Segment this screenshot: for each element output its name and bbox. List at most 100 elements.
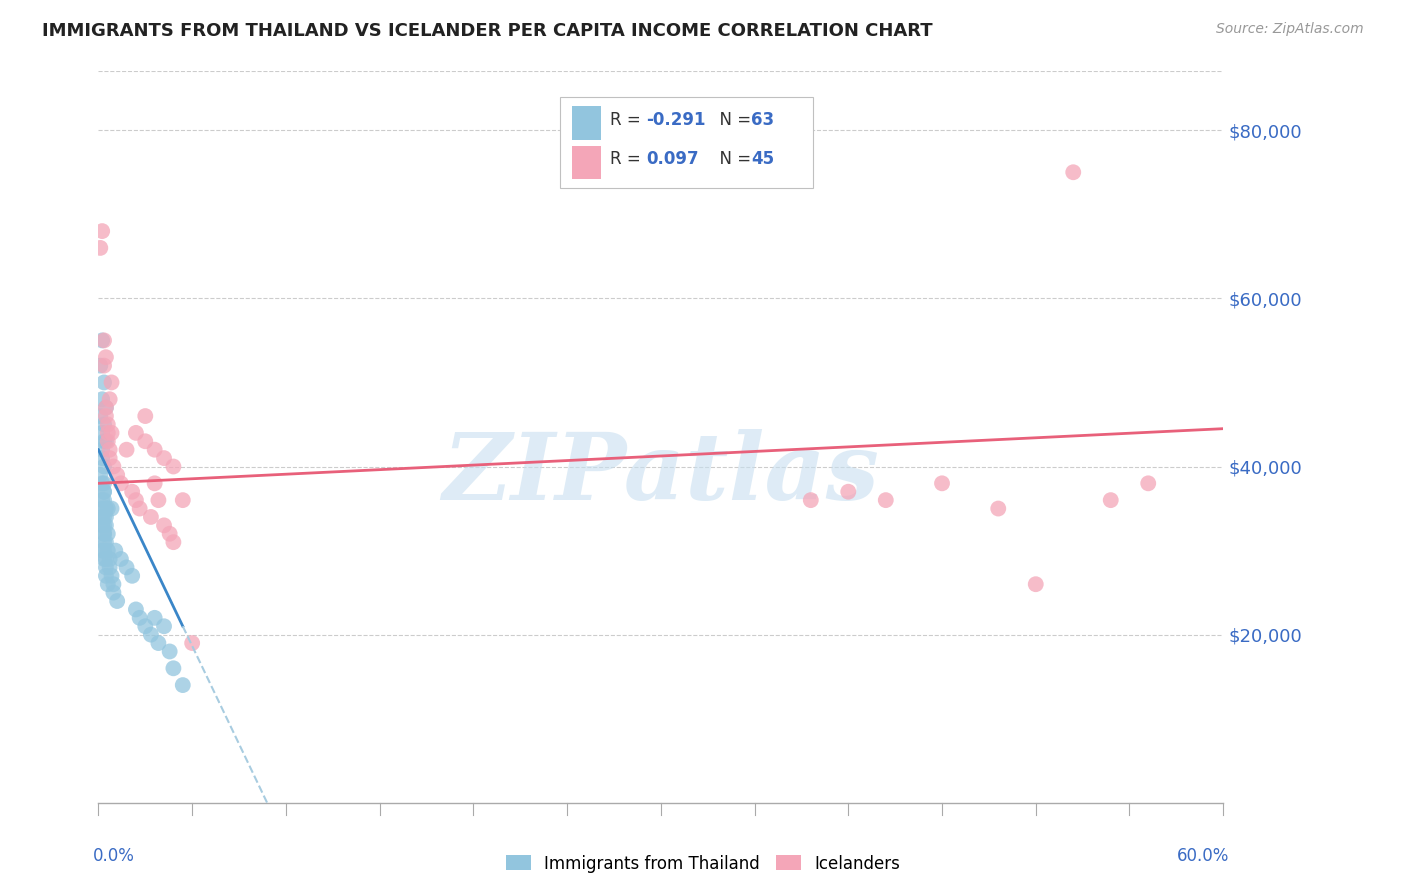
Text: N =: N = <box>709 151 756 169</box>
Point <box>125 425 148 440</box>
FancyBboxPatch shape <box>572 145 602 179</box>
Text: 60.0%: 60.0% <box>1177 847 1229 864</box>
Point <box>93 535 115 549</box>
Text: R =: R = <box>610 111 647 129</box>
Point <box>172 678 194 692</box>
Point <box>162 661 184 675</box>
Point <box>103 577 125 591</box>
Point <box>93 552 115 566</box>
Point <box>134 409 156 423</box>
Point <box>93 359 115 373</box>
FancyBboxPatch shape <box>560 97 813 188</box>
Point <box>93 543 115 558</box>
Point <box>91 518 114 533</box>
Point <box>100 376 122 390</box>
Point <box>97 425 120 440</box>
Point <box>94 569 117 583</box>
Point <box>134 434 156 449</box>
Point <box>110 476 132 491</box>
Point <box>93 417 115 432</box>
Point <box>93 484 115 499</box>
Text: 0.097: 0.097 <box>647 151 699 169</box>
Text: R =: R = <box>610 151 647 169</box>
Text: -0.291: -0.291 <box>647 111 706 129</box>
Point <box>97 577 120 591</box>
Point <box>110 552 132 566</box>
Point <box>91 451 114 466</box>
Point <box>121 484 143 499</box>
Point <box>97 543 120 558</box>
Point <box>148 636 170 650</box>
Point <box>93 510 115 524</box>
Point <box>97 417 120 432</box>
Point <box>94 350 117 364</box>
Point <box>94 434 117 449</box>
Point <box>98 451 121 466</box>
Point <box>121 569 143 583</box>
Point <box>97 501 120 516</box>
Point <box>93 493 115 508</box>
Point <box>91 476 114 491</box>
Point <box>91 442 114 457</box>
Point <box>94 401 117 415</box>
Point <box>98 552 121 566</box>
Point <box>91 493 114 508</box>
Point <box>104 543 127 558</box>
Point <box>115 560 138 574</box>
Point <box>153 518 176 533</box>
Point <box>162 535 184 549</box>
Point <box>162 459 184 474</box>
Point <box>148 493 170 508</box>
Point <box>115 442 138 457</box>
Point <box>159 526 181 541</box>
Point <box>143 442 166 457</box>
Point <box>100 501 122 516</box>
Point <box>153 451 176 466</box>
Point <box>93 459 115 474</box>
Point <box>153 619 176 633</box>
Point <box>91 510 114 524</box>
Point <box>91 224 114 238</box>
Point <box>93 334 115 348</box>
Point <box>103 585 125 599</box>
Point <box>143 476 166 491</box>
Point <box>105 467 128 482</box>
Point <box>98 442 121 457</box>
Point <box>1062 165 1084 179</box>
Point <box>987 501 1010 516</box>
Point <box>93 376 115 390</box>
Point <box>100 425 122 440</box>
Point <box>91 543 114 558</box>
Point <box>93 526 115 541</box>
Point <box>94 409 117 423</box>
Point <box>89 359 111 373</box>
Point <box>134 619 156 633</box>
Point <box>105 594 128 608</box>
Point <box>89 241 111 255</box>
Point <box>1137 476 1160 491</box>
Point <box>94 535 117 549</box>
Point <box>91 425 114 440</box>
Text: 45: 45 <box>751 151 773 169</box>
Point <box>93 434 115 449</box>
Point <box>837 484 859 499</box>
Point <box>94 552 117 566</box>
Point <box>100 569 122 583</box>
Point <box>128 611 150 625</box>
Text: Source: ZipAtlas.com: Source: ZipAtlas.com <box>1216 22 1364 37</box>
Point <box>125 602 148 616</box>
Point <box>181 636 204 650</box>
Point <box>89 409 111 423</box>
Point <box>94 501 117 516</box>
Point <box>172 493 194 508</box>
Point <box>93 518 115 533</box>
Point <box>800 493 823 508</box>
Point <box>159 644 181 658</box>
FancyBboxPatch shape <box>572 106 602 140</box>
Point <box>93 526 115 541</box>
Point <box>93 484 115 499</box>
Point <box>91 392 114 407</box>
Point <box>97 526 120 541</box>
Point <box>94 401 117 415</box>
Text: ZIPatlas: ZIPatlas <box>443 429 879 518</box>
